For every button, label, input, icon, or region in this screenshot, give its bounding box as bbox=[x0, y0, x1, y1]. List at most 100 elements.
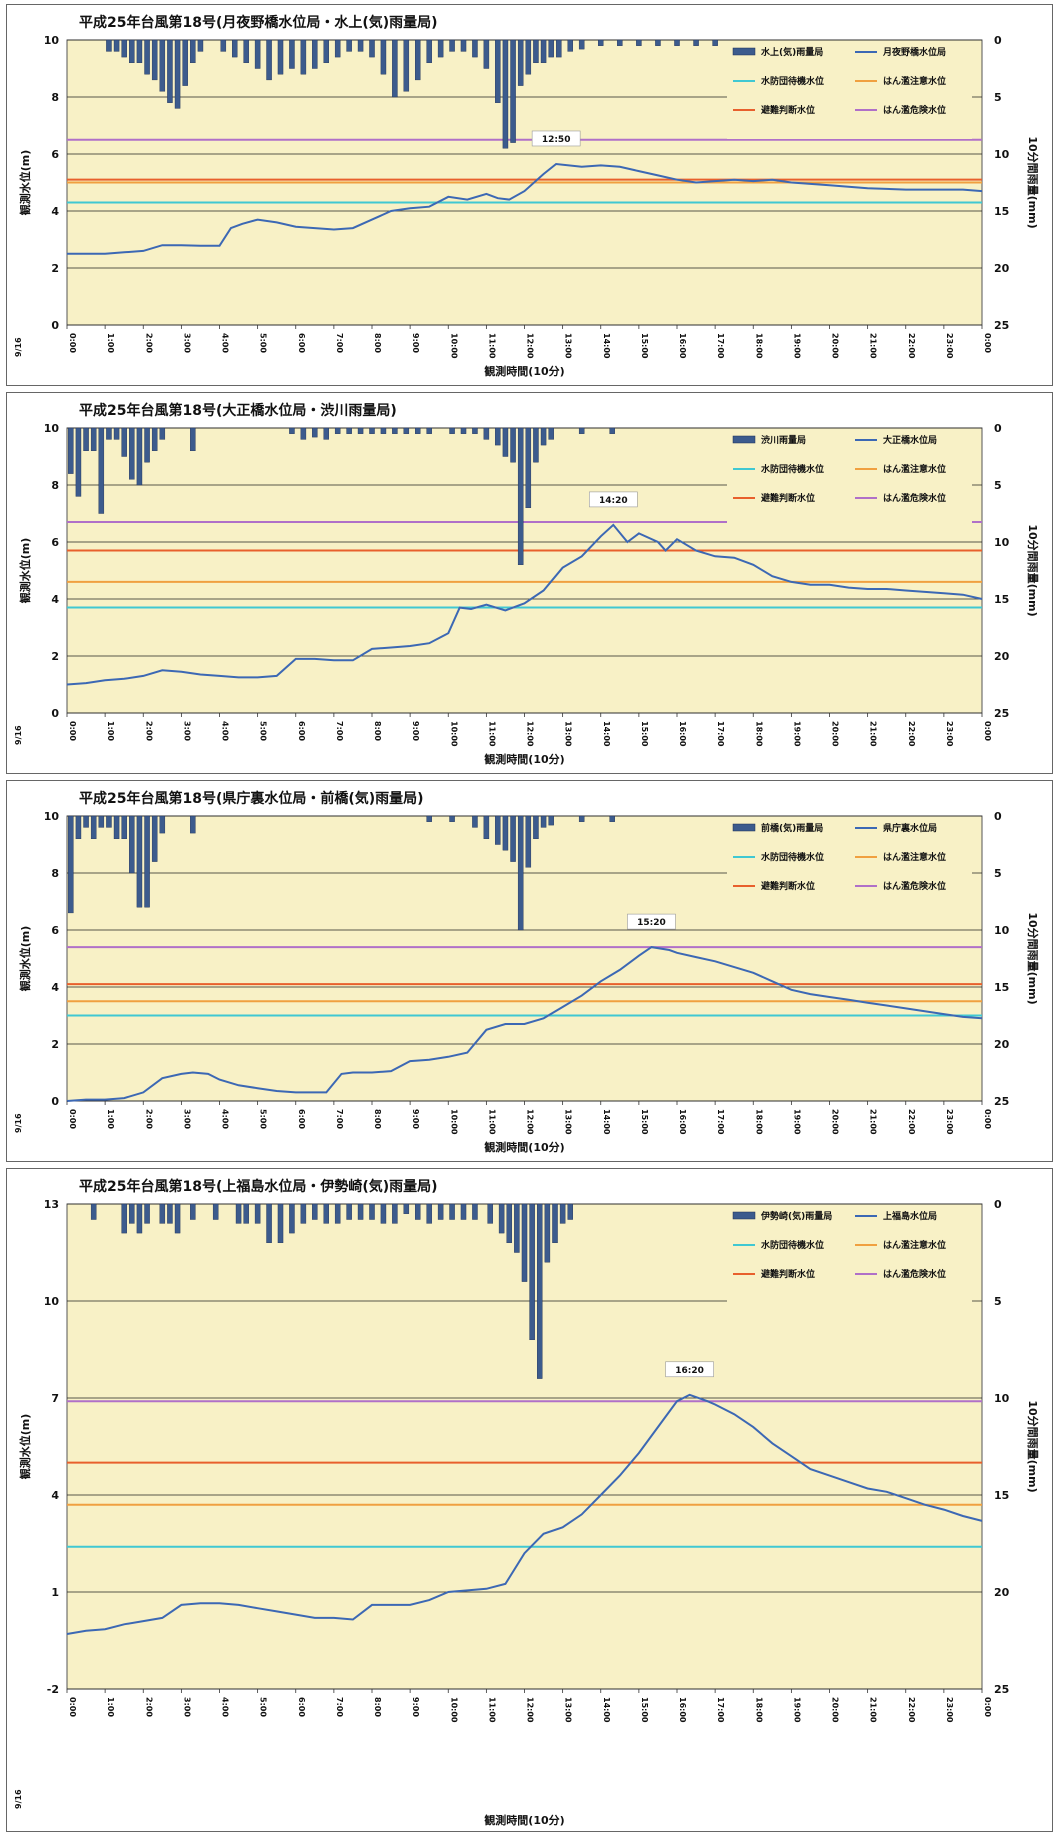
legend-label-danger: はん濫危険水位 bbox=[883, 1268, 946, 1280]
x-tick-label: 4:00 bbox=[221, 721, 230, 741]
x-tick-label: 20:00 bbox=[831, 333, 840, 359]
rain-bar bbox=[300, 1203, 307, 1224]
rain-bar bbox=[151, 39, 158, 81]
rain-bar bbox=[559, 1203, 566, 1224]
x-tick-label: 7:00 bbox=[335, 333, 344, 353]
legend-box bbox=[727, 1207, 972, 1303]
rain-bar bbox=[83, 427, 89, 451]
y-left-tick: 13 bbox=[44, 1198, 59, 1211]
rain-bar bbox=[426, 815, 432, 822]
rain-bar bbox=[190, 815, 196, 834]
x-tick-label: 4:00 bbox=[221, 1697, 230, 1717]
rain-bar bbox=[243, 39, 249, 63]
rain-bar bbox=[426, 427, 432, 434]
y-left-tick: 0 bbox=[51, 1095, 59, 1108]
x-tick-label: 22:00 bbox=[907, 1109, 916, 1135]
rain-bar bbox=[380, 1203, 387, 1224]
rain-bar bbox=[609, 815, 615, 822]
x-tick-label: 11:00 bbox=[487, 1109, 496, 1135]
x-tick-label: 1:00 bbox=[106, 333, 115, 353]
rain-bar bbox=[403, 427, 410, 434]
y-right-tick: 10 bbox=[994, 536, 1010, 549]
rain-bar bbox=[578, 815, 585, 822]
rain-bar bbox=[254, 39, 261, 69]
rain-bar bbox=[487, 1203, 493, 1224]
x-tick-label: 16:00 bbox=[678, 1697, 687, 1723]
rain-bar bbox=[174, 1203, 181, 1234]
rain-bar bbox=[220, 39, 227, 52]
x-tick-label: 13:00 bbox=[564, 721, 573, 747]
x-tick-label: 15:00 bbox=[640, 1109, 649, 1135]
rain-bar bbox=[460, 39, 467, 52]
x-tick-label: 0:00 bbox=[68, 1697, 77, 1717]
rain-bar bbox=[289, 39, 295, 69]
rain-bar bbox=[182, 39, 188, 86]
y-right-tick: 0 bbox=[994, 810, 1002, 823]
x-tick-label: 18:00 bbox=[754, 1109, 763, 1135]
y-right-tick: 5 bbox=[994, 867, 1002, 880]
chart-panel-4: 平成25年台風第18号(上福島水位局・伊勢崎(気)雨量局) -2 1 4 7 10 13 0 5… bbox=[6, 1168, 1053, 1832]
rain-bar bbox=[357, 39, 364, 52]
x-tick-label: 1:00 bbox=[106, 1109, 115, 1129]
y-right-axis-label: 10分間雨量(mm) bbox=[1026, 136, 1040, 228]
y-left-tick: 8 bbox=[51, 479, 59, 492]
x-tick-label: 0:00 bbox=[68, 721, 77, 741]
chart-panel-3: 平成25年台風第18号(県庁裏水位局・前橋(気)雨量局) 0 2 4 6 8 10 0 5 10 1… bbox=[6, 780, 1053, 1162]
water-level-line bbox=[67, 162, 983, 255]
y-right-tick: 20 bbox=[994, 1586, 1010, 1599]
rain-bar bbox=[529, 1203, 535, 1341]
legend-label-evacuation: 避難判断水位 bbox=[761, 492, 815, 504]
y-left-axis-label: 観測水位(m) bbox=[18, 1414, 32, 1480]
x-tick-label: 5:00 bbox=[259, 1697, 268, 1717]
y-right-axis-label: 10分間雨量(mm) bbox=[1026, 1400, 1040, 1492]
x-axis-label: 観測時間(10分) bbox=[484, 752, 564, 766]
x-tick-label: 23:00 bbox=[945, 333, 954, 359]
rain-bar bbox=[369, 427, 375, 434]
rain-bar bbox=[277, 1203, 284, 1243]
rain-bar bbox=[598, 39, 604, 46]
rain-bar bbox=[144, 1203, 150, 1224]
rain-bar bbox=[472, 815, 478, 828]
rain-bar bbox=[136, 1203, 143, 1234]
rain-bar bbox=[144, 39, 150, 75]
legend-label-danger: はん濫危険水位 bbox=[883, 104, 946, 116]
rain-bar bbox=[90, 427, 97, 451]
rain-bar bbox=[190, 427, 196, 451]
x-tick-label: 12:00 bbox=[526, 721, 535, 747]
y-right-tick: 15 bbox=[994, 981, 1009, 994]
y-right-tick: 20 bbox=[994, 262, 1010, 275]
legend-label-water: 上福島水位局 bbox=[883, 1210, 937, 1222]
y-right-tick: 15 bbox=[994, 205, 1009, 218]
x-tick-label: 4:00 bbox=[221, 1109, 230, 1129]
rain-bar bbox=[655, 39, 661, 46]
y-left-tick: 4 bbox=[51, 981, 59, 994]
y-left-axis-label: 観測水位(m) bbox=[18, 150, 32, 216]
rain-bar bbox=[346, 1203, 352, 1220]
rain-bar bbox=[190, 1203, 196, 1220]
rain-bar bbox=[449, 1203, 455, 1220]
rain-bar bbox=[437, 39, 444, 58]
x-tick-label: 16:00 bbox=[678, 333, 687, 359]
legend-label-danger: はん濫危険水位 bbox=[883, 880, 946, 892]
rain-bar bbox=[567, 39, 573, 52]
rain-bar bbox=[312, 427, 318, 438]
x-tick-label: 0:00 bbox=[983, 721, 992, 741]
rain-bar bbox=[144, 427, 150, 463]
rain-bar bbox=[289, 427, 295, 434]
water-level-line bbox=[66, 523, 983, 686]
rain-bar bbox=[167, 1203, 173, 1224]
x-tick-label: 13:00 bbox=[564, 1697, 573, 1723]
rain-bar bbox=[510, 427, 516, 463]
y-right-tick: 25 bbox=[994, 707, 1009, 720]
rain-bar bbox=[266, 1203, 272, 1243]
legend-label-caution: はん濫注意水位 bbox=[883, 1239, 946, 1251]
rain-bar bbox=[556, 39, 562, 58]
rain-bar bbox=[415, 39, 421, 81]
rain-bar bbox=[548, 39, 554, 58]
x-tick-label: 12:00 bbox=[526, 333, 535, 359]
y-right-tick: 0 bbox=[994, 422, 1002, 435]
rain-bar bbox=[403, 1203, 410, 1214]
rain-bar bbox=[392, 1203, 398, 1224]
